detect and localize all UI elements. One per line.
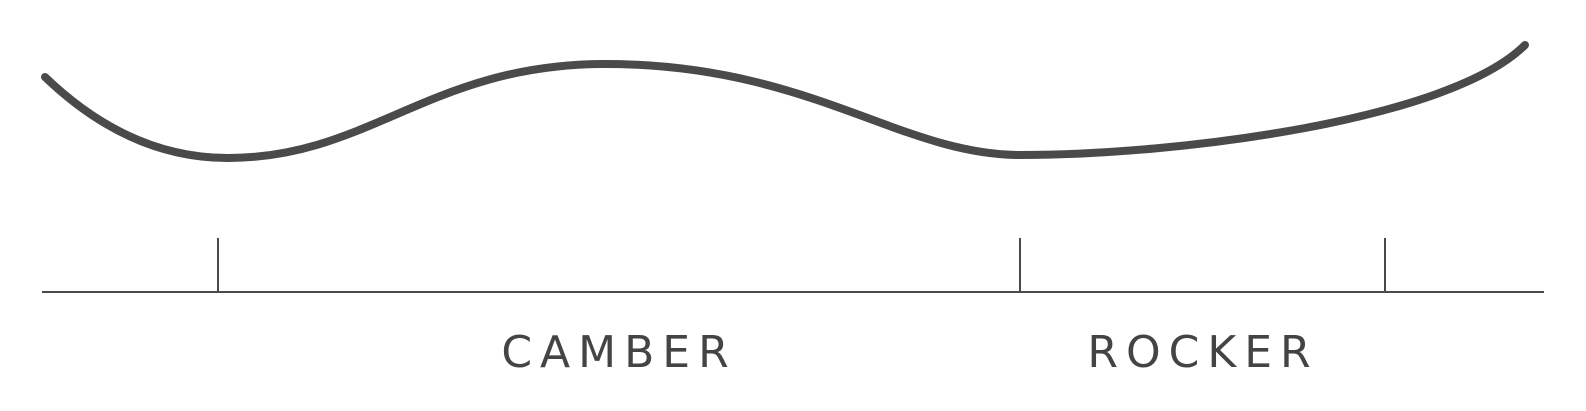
board-profile-curve	[41, 41, 1529, 162]
camber-label: CAMBER	[501, 327, 736, 378]
rocker-label: ROCKER	[1087, 327, 1318, 378]
